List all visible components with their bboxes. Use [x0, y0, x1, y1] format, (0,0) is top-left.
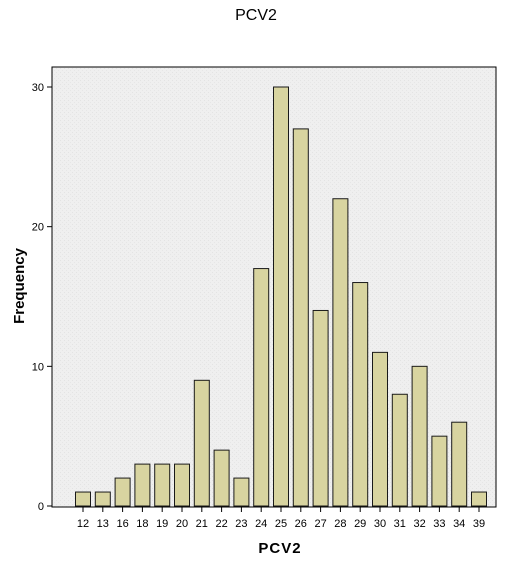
x-tick-label: 32	[413, 518, 425, 530]
bar-31	[391, 393, 408, 507]
bar-26	[292, 128, 309, 507]
x-axis-label: PCV2	[258, 540, 301, 557]
x-tick-label: 30	[374, 518, 386, 530]
x-tick-label: 34	[453, 518, 465, 530]
x-axis: 12 13 16 18 19 20 21 22 23 24 25 26 27 28 29 30 31 32 33 34…	[77, 507, 485, 530]
bar-20	[174, 463, 190, 507]
x-tick-label: 20	[176, 518, 188, 530]
bar-22	[213, 449, 230, 507]
bar-39	[471, 491, 487, 507]
x-tick-label: 23	[235, 518, 247, 530]
bar-24	[253, 268, 270, 507]
y-axis: 0 10 20 30	[32, 82, 52, 513]
x-tick-label: 16	[116, 518, 128, 530]
bar-30	[372, 351, 388, 507]
bar-18	[134, 463, 151, 507]
bars-group	[75, 86, 487, 507]
x-tick-label: 29	[354, 518, 366, 530]
bar-12	[75, 491, 91, 507]
bar-16	[114, 477, 131, 507]
x-tick-label: 18	[136, 518, 148, 530]
bar-29	[352, 282, 369, 507]
x-tick-label: 31	[394, 518, 406, 530]
bar-25	[273, 86, 289, 507]
bar-23	[233, 477, 250, 507]
bar-19	[154, 463, 171, 507]
x-tick-label: 21	[196, 518, 208, 530]
x-tick-label: 24	[255, 518, 267, 530]
bar-32	[411, 365, 428, 507]
x-tick-label: 26	[295, 518, 307, 530]
y-tick-label: 30	[32, 82, 44, 94]
x-tick-label: 33	[433, 518, 445, 530]
x-tick-label: 13	[97, 518, 109, 530]
y-tick-label: 0	[38, 501, 44, 513]
chart-title: PCV2	[235, 7, 277, 24]
x-tick-label: 22	[215, 518, 227, 530]
y-axis-label: Frequency	[11, 247, 28, 324]
bar-33	[431, 435, 448, 507]
y-tick-label: 20	[32, 222, 44, 234]
bar-27	[312, 309, 329, 507]
x-tick-label: 25	[275, 518, 287, 530]
bar-28	[332, 198, 349, 507]
bar-34	[451, 421, 468, 507]
x-tick-label: 12	[77, 518, 89, 530]
y-tick-label: 10	[32, 361, 44, 373]
x-tick-label: 27	[314, 518, 326, 530]
x-tick-label: 28	[334, 518, 346, 530]
x-tick-label: 19	[156, 518, 168, 530]
bar-13	[94, 491, 111, 507]
bar-21	[193, 379, 210, 507]
x-tick-label: 39	[473, 518, 485, 530]
